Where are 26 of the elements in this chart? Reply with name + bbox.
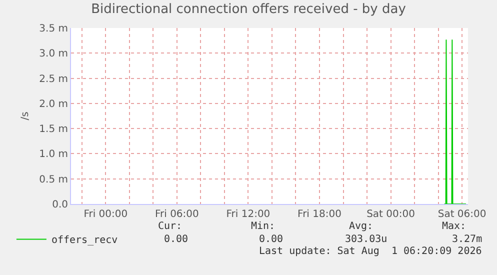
text: Min: [251, 221, 276, 232]
y-tick-label: 0.0 [52, 200, 68, 210]
y-axis-title: /s [20, 112, 32, 120]
x-tick-label: Fri 12:00 [226, 209, 270, 220]
y-tick-label: 0.5 m [39, 174, 68, 186]
y-tick-label: 3.0 m [39, 48, 68, 60]
y-tick-label: 3.5 m [39, 24, 68, 34]
text: Max: [442, 221, 466, 232]
text: 0.00 [164, 234, 188, 245]
text: Last update: Sat Aug 1 06:20:09 2026 [259, 246, 482, 257]
legend-label: offers_recv [51, 235, 118, 246]
text: 303.03u [345, 234, 388, 245]
text: 3.27m [452, 234, 482, 245]
x-tick-label: Fri 06:00 [154, 209, 199, 220]
chart-title: Bidirectional connection offers received - by day [91, 2, 406, 18]
y-tick-label: 1.5 m [39, 124, 68, 136]
y-tick-label: 2.0 m [39, 98, 68, 110]
text: Cur: [158, 221, 182, 232]
y-tick-label: 1.0 m [39, 149, 68, 160]
x-tick-label: Sat 06:00 [438, 209, 486, 220]
text: 0.00 [259, 234, 284, 245]
x-tick-label: Sat 00:00 [366, 209, 415, 220]
x-tick-label: Fri 18:00 [298, 209, 342, 220]
text: Avg: [349, 221, 374, 232]
y-tick-label: 2.5 m [39, 74, 68, 85]
x-tick-label: Fri 00:00 [84, 209, 128, 220]
